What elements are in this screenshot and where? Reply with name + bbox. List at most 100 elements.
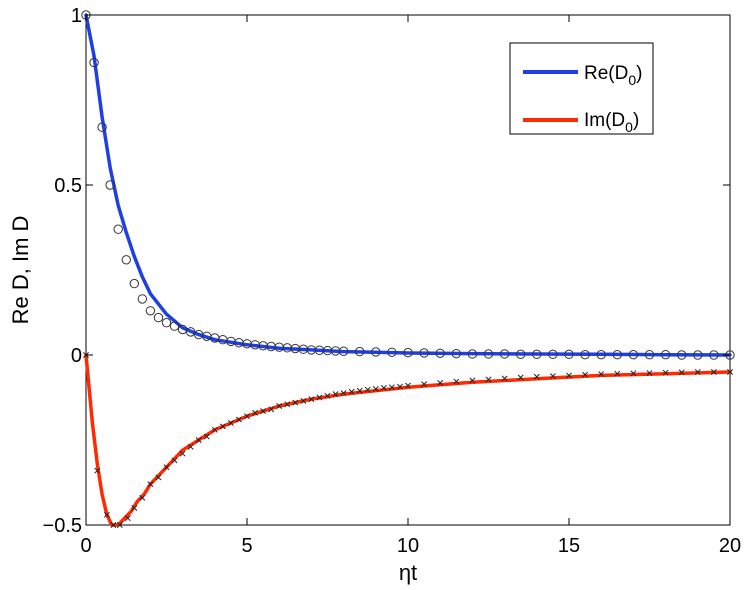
marker-circle xyxy=(153,312,164,323)
marker-x xyxy=(501,375,508,382)
marker-circle xyxy=(612,349,622,360)
x-tick-label: 20 xyxy=(719,535,741,557)
marker-x xyxy=(308,396,315,403)
marker-x xyxy=(630,370,637,377)
marker-x xyxy=(219,423,226,430)
marker-circle xyxy=(121,255,131,265)
marker-circle xyxy=(355,346,365,357)
marker-x xyxy=(598,371,605,377)
marker-x xyxy=(566,372,572,379)
marker-circle xyxy=(89,57,99,68)
marker-x xyxy=(614,370,621,377)
marker-circle xyxy=(403,347,413,358)
marker-x xyxy=(662,369,669,376)
marker-x xyxy=(727,369,733,375)
marker-circle xyxy=(145,306,156,316)
marker-x xyxy=(292,399,299,406)
marker-x xyxy=(227,420,234,426)
marker-x xyxy=(678,369,685,376)
marker-x xyxy=(694,369,701,375)
marker-x xyxy=(421,381,428,388)
marker-x xyxy=(396,383,403,390)
marker-circle xyxy=(628,349,639,360)
marker-x xyxy=(163,464,170,471)
marker-circle xyxy=(161,318,172,328)
marker-x xyxy=(549,373,556,380)
marker-x xyxy=(517,374,524,381)
marker-x xyxy=(372,386,379,392)
x-tick-label: 0 xyxy=(80,535,91,557)
y-tick-label: 0.5 xyxy=(54,175,82,197)
marker-circle xyxy=(516,349,526,360)
marker-x xyxy=(284,401,291,408)
marker-circle xyxy=(596,349,606,360)
marker-x xyxy=(356,387,363,394)
x-axis-label: ηt xyxy=(399,560,417,585)
marker-circle xyxy=(338,346,349,356)
marker-x xyxy=(124,515,131,522)
marker-x xyxy=(187,443,194,450)
marker-x xyxy=(260,408,267,415)
marker-circle xyxy=(548,349,558,360)
marker-circle xyxy=(105,180,115,190)
marker-x xyxy=(340,390,347,397)
legend: Re(D0) Im(D0) xyxy=(509,42,654,135)
marker-x xyxy=(276,403,283,409)
marker-x xyxy=(364,386,371,393)
marker-circle xyxy=(129,278,140,289)
marker-circle xyxy=(451,348,461,359)
marker-circle xyxy=(419,348,429,358)
y-axis-label: Re D, Im D xyxy=(8,216,33,325)
marker-x xyxy=(94,467,101,474)
marker-x xyxy=(131,505,138,511)
marker-x xyxy=(380,385,387,391)
marker-x xyxy=(155,474,162,481)
marker-x xyxy=(469,377,476,384)
marker-circle xyxy=(677,350,687,360)
marker-x xyxy=(139,494,146,501)
marker-x xyxy=(195,437,202,443)
marker-x xyxy=(103,511,110,518)
marker-x xyxy=(235,416,242,423)
tick-layer: 0 5 10 15 20−0.500.51 xyxy=(43,5,742,557)
marker-circle xyxy=(564,349,574,360)
marker-x xyxy=(332,391,339,398)
marker-circle xyxy=(532,349,542,360)
x-tick-label: 5 xyxy=(241,535,252,557)
marker-x xyxy=(324,392,331,399)
series-line-0 xyxy=(84,13,732,357)
marker-x xyxy=(646,370,653,376)
marker-x xyxy=(179,450,186,457)
legend-label-im: Im(D0) xyxy=(584,110,639,135)
marker-x xyxy=(252,409,259,416)
marker-circle xyxy=(467,349,478,359)
marker-x xyxy=(244,413,250,420)
marker-x xyxy=(147,481,154,488)
x-tick-label: 15 xyxy=(558,535,580,557)
y-tick-label: −0.5 xyxy=(43,515,82,537)
marker-x xyxy=(710,369,717,375)
marker-x xyxy=(110,522,117,528)
marker-circle xyxy=(709,350,719,360)
legend-label-re: Re(D0) xyxy=(584,63,642,88)
marker-circle xyxy=(97,122,107,132)
marker-x xyxy=(533,373,540,380)
marker-circle xyxy=(483,349,494,359)
marker-circle xyxy=(371,347,381,357)
marker-x xyxy=(316,394,323,401)
marker-x xyxy=(211,426,218,433)
marker-x xyxy=(203,433,210,440)
marker-x xyxy=(582,371,589,378)
marker-x xyxy=(405,382,411,389)
y-tick-label: 1 xyxy=(71,5,82,27)
marker-x xyxy=(437,379,444,386)
marker-circle xyxy=(660,349,671,360)
marker-circle xyxy=(137,294,148,304)
marker-circle xyxy=(185,327,196,337)
marker-x xyxy=(388,384,395,391)
marker-circle xyxy=(499,349,510,359)
marker-circle xyxy=(693,350,703,360)
marker-circle xyxy=(387,347,397,357)
marker-circle xyxy=(580,349,590,360)
